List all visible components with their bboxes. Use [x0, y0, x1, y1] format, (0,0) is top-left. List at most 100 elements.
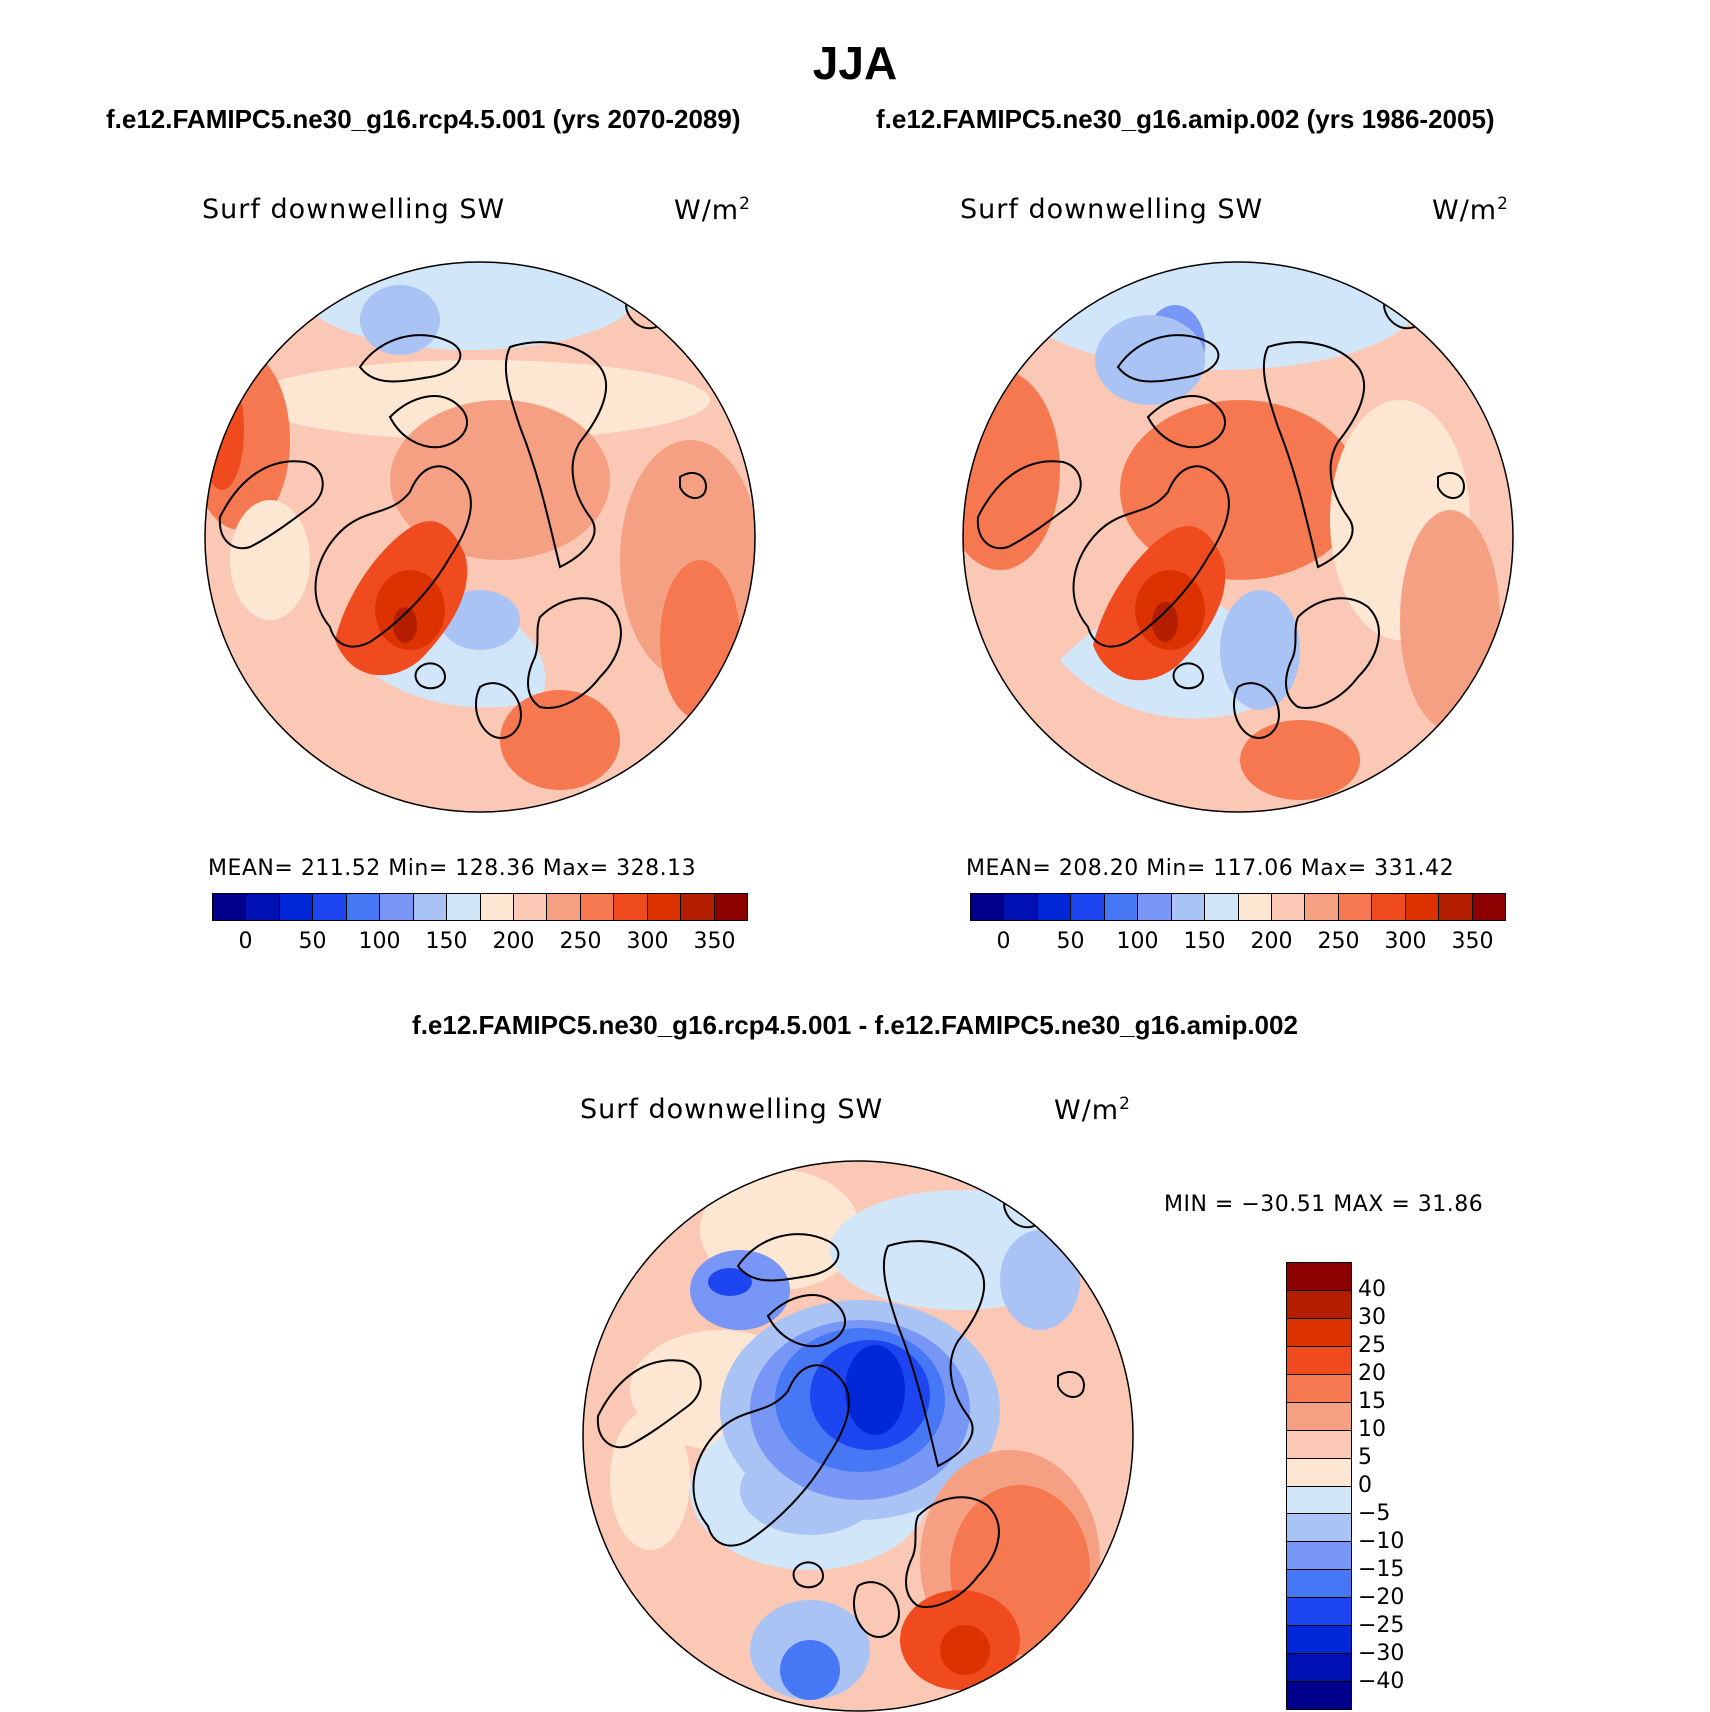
right-colorbar: 0 50 100 150 200 250 300 350 — [970, 893, 1506, 954]
colorbar-swatch — [380, 894, 414, 920]
colorbar-tick-label: 250 — [559, 929, 602, 954]
left-map-boundary — [204, 261, 756, 813]
diff-colorbar-swatches — [1286, 1262, 1352, 1710]
colorbar-swatch — [580, 894, 615, 920]
colorbar-swatch — [1287, 1542, 1351, 1571]
colorbar-tick-label: 0 — [996, 929, 1011, 954]
colorbar-tick-label: 0 — [1358, 1473, 1372, 1498]
colorbar-swatch — [1287, 1626, 1351, 1655]
right-map-boundary — [962, 261, 1514, 813]
colorbar-swatch — [1287, 1486, 1351, 1515]
colorbar-tick-label: 100 — [1116, 929, 1159, 954]
colorbar-swatch — [1287, 1318, 1351, 1347]
colorbar-tick-label: 350 — [1451, 929, 1494, 954]
right-colorbar-swatches — [970, 893, 1506, 921]
right-colorbar-ticks: 0 50 100 150 200 250 300 350 — [970, 921, 1506, 954]
colorbar-swatch — [1287, 1598, 1351, 1627]
colorbar-tick-label: 150 — [425, 929, 468, 954]
colorbar-tick-label: 50 — [1056, 929, 1085, 954]
colorbar-swatch — [714, 894, 747, 920]
colorbar-swatch — [1104, 894, 1139, 920]
colorbar-swatch — [1171, 894, 1206, 920]
colorbar-swatch — [614, 894, 648, 920]
colorbar-tick-label: 150 — [1183, 929, 1226, 954]
colorbar-tick-label: −10 — [1358, 1529, 1405, 1554]
diff-panel-variable: Surf downwelling SW — [580, 1094, 884, 1125]
colorbar-swatch — [1287, 1682, 1351, 1709]
colorbar-swatch — [1305, 894, 1339, 920]
colorbar-tick-label: −20 — [1358, 1585, 1405, 1610]
colorbar-tick-label: 10 — [1358, 1417, 1386, 1442]
colorbar-tick-label: −30 — [1358, 1641, 1405, 1666]
colorbar-swatch — [1271, 894, 1306, 920]
diff-panel-units: W/m2 — [1054, 1094, 1131, 1126]
colorbar-swatch — [1472, 894, 1505, 920]
right-panel-units: W/m2 — [1432, 194, 1509, 226]
colorbar-tick-label: −40 — [1358, 1669, 1405, 1694]
left-panel-units: W/m2 — [674, 194, 751, 226]
colorbar-tick-label: 300 — [626, 929, 669, 954]
colorbar-tick-label: 250 — [1317, 929, 1360, 954]
colorbar-swatch — [213, 894, 247, 920]
colorbar-swatch — [1338, 894, 1373, 920]
left-colorbar: 0 50 100 150 200 250 300 350 — [212, 893, 748, 954]
left-panel-variable: Surf downwelling SW — [202, 194, 506, 225]
colorbar-swatch — [1405, 894, 1440, 920]
colorbar-tick-label: 350 — [693, 929, 736, 954]
colorbar-swatch — [1287, 1374, 1351, 1403]
colorbar-tick-label: 40 — [1358, 1277, 1386, 1302]
right-map-field — [963, 262, 1513, 812]
colorbar-tick-label: −15 — [1358, 1557, 1405, 1582]
colorbar-swatch — [313, 894, 347, 920]
diff-min-max: MIN = −30.51 MAX = 31.86 — [1164, 1192, 1484, 1217]
diff-colorbar-ticks: 40 30 25 20 15 10 5 0 −5 −10 −15 −20 −25 −30 −40 — [1358, 1262, 1418, 1710]
colorbar-tick-label: 100 — [358, 929, 401, 954]
right-panel-stats: MEAN= 208.20 Min= 117.06 Max= 331.42 — [966, 856, 1455, 881]
colorbar-tick-label: 200 — [492, 929, 535, 954]
colorbar-swatch — [346, 894, 381, 920]
colorbar-swatch — [1287, 1654, 1351, 1683]
colorbar-swatch — [1287, 1430, 1351, 1459]
right-panel-case-title: f.e12.FAMIPC5.ne30_g16.amip.002 (yrs 198… — [876, 104, 1495, 134]
colorbar-swatch — [547, 894, 581, 920]
colorbar-swatch — [413, 894, 448, 920]
colorbar-swatch — [246, 894, 280, 920]
diff-colorbar: 40 30 25 20 15 10 5 0 −5 −10 −15 −20 −25 −30 −40 — [1286, 1262, 1404, 1710]
season-title: JJA — [812, 37, 898, 89]
colorbar-swatch — [1287, 1263, 1351, 1291]
colorbar-swatch — [647, 894, 682, 920]
colorbar-swatch — [1287, 1402, 1351, 1431]
colorbar-swatch — [1439, 894, 1473, 920]
left-map-field — [205, 262, 755, 812]
colorbar-tick-label: 0 — [238, 929, 253, 954]
colorbar-swatch — [1287, 1290, 1351, 1319]
colorbar-swatch — [1071, 894, 1105, 920]
colorbar-swatch — [1287, 1458, 1351, 1487]
colorbar-swatch — [279, 894, 314, 920]
colorbar-swatch — [480, 894, 514, 920]
colorbar-tick-label: 15 — [1358, 1389, 1386, 1414]
colorbar-swatch — [1138, 894, 1172, 920]
colorbar-tick-label: 300 — [1384, 929, 1427, 954]
colorbar-tick-label: 5 — [1358, 1445, 1372, 1470]
colorbar-swatch — [1287, 1346, 1351, 1375]
colorbar-swatch — [1372, 894, 1406, 920]
colorbar-swatch — [1037, 894, 1072, 920]
colorbar-tick-label: 20 — [1358, 1361, 1386, 1386]
colorbar-swatch — [513, 894, 548, 920]
diff-map-boundary — [582, 1160, 1134, 1712]
left-panel-case-title: f.e12.FAMIPC5.ne30_g16.rcp4.5.001 (yrs 2… — [106, 104, 741, 134]
colorbar-tick-label: 50 — [298, 929, 327, 954]
colorbar-swatch — [1238, 894, 1272, 920]
colorbar-tick-label: 200 — [1250, 929, 1293, 954]
colorbar-swatch — [1287, 1570, 1351, 1599]
colorbar-tick-label: −5 — [1358, 1501, 1391, 1526]
colorbar-swatch — [1287, 1514, 1351, 1543]
diff-map-field — [583, 1161, 1133, 1711]
colorbar-swatch — [1205, 894, 1239, 920]
colorbar-swatch — [971, 894, 1005, 920]
colorbar-tick-label: 30 — [1358, 1305, 1386, 1330]
difference-case-title: f.e12.FAMIPC5.ne30_g16.rcp4.5.001 - f.e1… — [412, 1010, 1298, 1040]
left-colorbar-ticks: 0 50 100 150 200 250 300 350 — [212, 921, 748, 954]
colorbar-swatch — [447, 894, 481, 920]
